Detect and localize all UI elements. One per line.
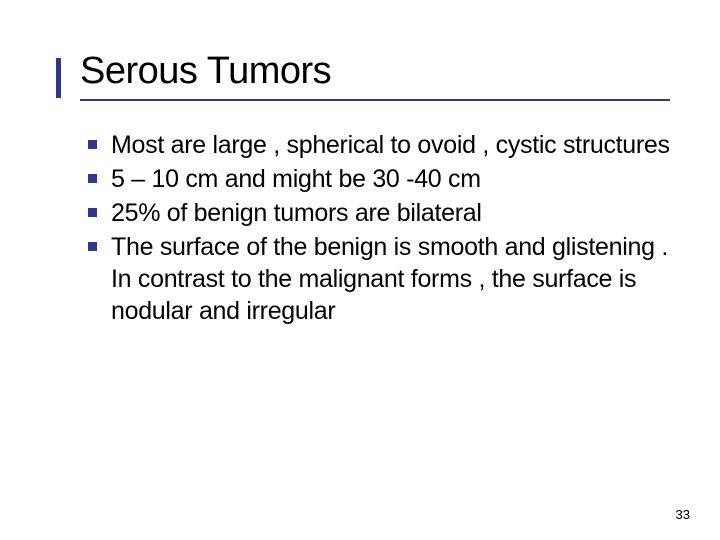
square-bullet-icon <box>88 208 97 217</box>
bullet-text: 5 – 10 cm and might be 30 -40 cm <box>111 163 481 195</box>
page-number: 33 <box>676 507 690 522</box>
title-underline <box>80 99 670 101</box>
list-item: The surface of the benign is smooth and … <box>88 231 670 327</box>
list-item: 5 – 10 cm and might be 30 -40 cm <box>88 163 670 195</box>
bullet-text: 25% of benign tumors are bilateral <box>111 197 482 229</box>
square-bullet-icon <box>88 242 97 251</box>
bullet-text: The surface of the benign is smooth and … <box>111 231 670 327</box>
square-bullet-icon <box>88 140 97 149</box>
slide-title: Serous Tumors <box>80 50 670 93</box>
slide: Serous Tumors Most are large , spherical… <box>0 0 720 540</box>
list-item: Most are large , spherical to ovoid , cy… <box>88 129 670 161</box>
square-bullet-icon <box>88 174 97 183</box>
bullet-list: Most are large , spherical to ovoid , cy… <box>80 129 670 327</box>
list-item: 25% of benign tumors are bilateral <box>88 197 670 229</box>
title-block: Serous Tumors <box>80 50 670 101</box>
bullet-text: Most are large , spherical to ovoid , cy… <box>111 129 670 161</box>
title-accent-bar <box>56 58 61 98</box>
